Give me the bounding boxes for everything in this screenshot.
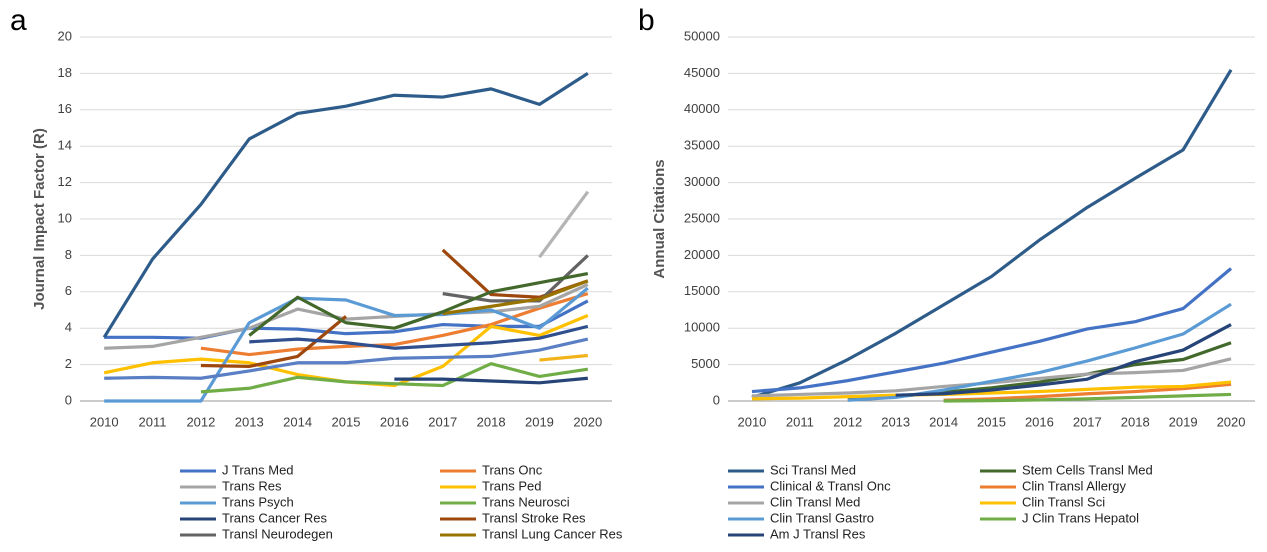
y-tick-label: 15000 <box>684 283 720 298</box>
x-tick-label: 2018 <box>1121 414 1150 429</box>
y-tick-label: 0 <box>65 392 72 407</box>
series-line <box>104 299 589 340</box>
legend-label: Trans Res <box>222 478 282 493</box>
series-line <box>442 279 589 316</box>
series-line <box>539 353 588 362</box>
x-tick-label: 2020 <box>1217 414 1246 429</box>
y-axis-label: Journal Impact Factor (R) <box>31 128 48 310</box>
legend-label: J Trans Med <box>222 462 294 477</box>
x-tick-label: 2019 <box>1169 414 1198 429</box>
legend-label: Trans Ped <box>482 478 542 493</box>
x-tick-label: 2013 <box>881 414 910 429</box>
x-tick-label: 2012 <box>186 414 215 429</box>
legend-label: Trans Cancer Res <box>222 510 327 525</box>
y-tick-label: 14 <box>58 138 72 153</box>
panel-label: b <box>638 4 655 37</box>
panel-label: a <box>10 4 27 37</box>
x-tick-label: 2012 <box>833 414 862 429</box>
y-tick-label: 35000 <box>684 138 720 153</box>
legend-label: Stem Cells Transl Med <box>1022 462 1153 477</box>
x-tick-label: 2016 <box>380 414 409 429</box>
y-tick-label: 0 <box>713 392 720 407</box>
series-line <box>104 286 589 403</box>
x-tick-label: 2018 <box>477 414 506 429</box>
legend-label: Trans Psych <box>222 494 294 509</box>
y-tick-label: 10 <box>58 210 72 225</box>
y-tick-label: 10000 <box>684 320 720 335</box>
series-line <box>200 362 589 394</box>
x-tick-label: 2015 <box>977 414 1006 429</box>
x-tick-label: 2020 <box>573 414 602 429</box>
legend-label: Sci Transl Med <box>770 462 856 477</box>
x-tick-label: 2010 <box>90 414 119 429</box>
x-tick-label: 2014 <box>283 414 312 429</box>
series-line <box>200 292 589 357</box>
x-tick-label: 2013 <box>235 414 264 429</box>
series-line <box>751 68 1233 399</box>
x-tick-label: 2011 <box>786 414 814 429</box>
series-line <box>248 272 589 337</box>
legend-label: Clin Transl Allergy <box>1022 478 1127 493</box>
legend-label: Clin Transl Sci <box>1022 494 1105 509</box>
x-tick-label: 2014 <box>929 414 958 429</box>
x-tick-label: 2017 <box>428 414 457 429</box>
x-tick-label: 2019 <box>525 414 554 429</box>
series-line <box>104 283 589 350</box>
x-tick-label: 2017 <box>1073 414 1102 429</box>
series-line <box>538 190 590 259</box>
series-line <box>751 267 1233 394</box>
x-tick-label: 2011 <box>139 414 167 429</box>
y-tick-label: 40000 <box>684 101 720 116</box>
legend-label: Transl Lung Cancer Res <box>482 526 623 541</box>
y-tick-label: 18 <box>58 65 72 80</box>
y-tick-label: 6 <box>65 283 72 298</box>
x-tick-label: 2010 <box>737 414 766 429</box>
y-tick-label: 45000 <box>684 65 720 80</box>
series-line <box>943 392 1232 403</box>
x-tick-label: 2016 <box>1025 414 1054 429</box>
series-line <box>102 72 589 339</box>
legend-label: Clin Transl Gastro <box>770 510 874 525</box>
y-tick-label: 5000 <box>691 356 720 371</box>
series-line <box>394 376 588 385</box>
series-line <box>943 382 1232 402</box>
y-tick-label: 12 <box>58 174 72 189</box>
y-tick-label: 50000 <box>684 28 720 43</box>
x-tick-label: 2015 <box>332 414 361 429</box>
y-tick-label: 4 <box>65 320 72 335</box>
y-axis-label: Annual Citations <box>651 159 668 278</box>
y-tick-label: 16 <box>58 101 72 116</box>
series-line <box>895 323 1232 397</box>
y-tick-label: 20 <box>58 28 72 43</box>
y-tick-label: 30000 <box>684 174 720 189</box>
series-line <box>751 380 1232 401</box>
y-tick-label: 2 <box>65 356 72 371</box>
legend-label: Trans Onc <box>482 462 543 477</box>
legend-label: Clin Transl Med <box>770 494 860 509</box>
legend-label: Transl Neurodegen <box>222 526 333 541</box>
legend-label: Trans Neurosci <box>482 494 570 509</box>
legend-label: Clinical & Transl Onc <box>770 478 891 493</box>
series-line <box>104 337 589 380</box>
legend-label: J Clin Trans Hepatol <box>1022 510 1139 525</box>
y-tick-label: 20000 <box>684 247 720 262</box>
series-line <box>249 324 589 350</box>
legend-label: Transl Stroke Res <box>482 510 586 525</box>
y-tick-label: 8 <box>65 247 72 262</box>
y-tick-label: 25000 <box>684 210 720 225</box>
legend-label: Am J Transl Res <box>770 526 866 541</box>
